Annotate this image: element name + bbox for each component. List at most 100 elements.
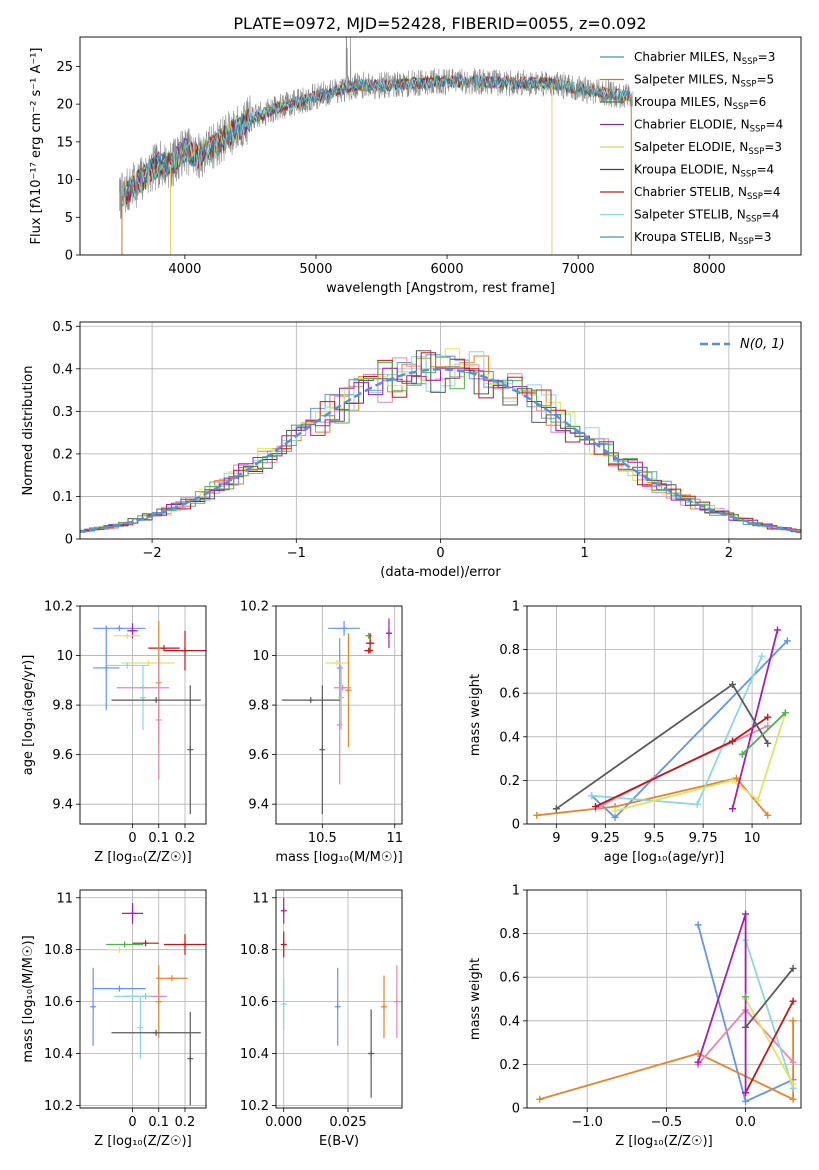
point-marker xyxy=(124,662,131,669)
legend-name: Salpeter MILES, N xyxy=(634,73,741,87)
tick-label-y: 9.4 xyxy=(52,798,73,813)
tick-label-x: −1.0 xyxy=(571,1115,603,1130)
series-line xyxy=(614,712,787,812)
series-marker xyxy=(742,910,750,918)
y-axis-label: age [log₁₀(age/yr)] xyxy=(21,655,36,776)
tick-label-x: 10 xyxy=(744,831,761,846)
axes-frame xyxy=(526,605,802,825)
plot-area xyxy=(527,606,801,824)
point-marker xyxy=(187,746,194,753)
series-line xyxy=(744,998,794,1085)
point-marker xyxy=(153,1029,160,1036)
data-point xyxy=(164,630,206,671)
tick-label-x: 2 xyxy=(725,546,733,561)
data-point xyxy=(393,965,400,1038)
data-point xyxy=(280,931,287,958)
tick-label-y: 0.2 xyxy=(499,1058,520,1073)
data-point xyxy=(187,1011,194,1106)
tick-label-y: 10.2 xyxy=(44,1099,73,1114)
tick-label-y: 10.6 xyxy=(44,995,73,1010)
series-marker xyxy=(729,737,736,745)
y-axis-label: mass [log₁₀(M/M☉)] xyxy=(21,935,36,1062)
point-marker xyxy=(381,1003,387,1010)
tick-label-y: 9.4 xyxy=(248,798,269,813)
tick-label-x: 8000 xyxy=(693,262,726,277)
series-marker xyxy=(774,626,782,634)
data-point xyxy=(137,996,144,1059)
series-marker xyxy=(611,813,619,821)
series-marker xyxy=(783,637,791,645)
tick-label-x: 9 xyxy=(552,831,560,846)
legend-label: Salpeter MILES, NSSP=5 xyxy=(634,73,774,90)
point-marker xyxy=(168,975,175,982)
point-marker xyxy=(137,1024,144,1031)
series-marker xyxy=(693,800,701,808)
data-point xyxy=(365,632,372,639)
tick-label-y: 9.8 xyxy=(52,699,73,714)
legend-name: Kroupa ELODIE, N xyxy=(634,163,741,177)
tick-label-x: −1 xyxy=(287,546,306,561)
legend-sub: SSP xyxy=(742,57,758,67)
series-marker xyxy=(789,964,797,972)
data-point xyxy=(106,941,143,948)
data-point xyxy=(368,1009,375,1098)
tick-label-y: 10.2 xyxy=(240,1099,269,1114)
tick-label-y: 10 xyxy=(252,649,269,664)
tick-label-x: 0.2 xyxy=(175,831,196,846)
tick-label-x: 0.2 xyxy=(175,1115,196,1130)
series-marker xyxy=(694,1058,702,1066)
legend-sub: SSP xyxy=(738,237,754,247)
x-axis-label: Z [log₁₀(Z/Z☉)] xyxy=(94,850,191,865)
series-marker xyxy=(729,805,736,813)
legend-label: Kroupa ELODIE, NSSP=4 xyxy=(634,163,774,180)
tick-label-x: −0.5 xyxy=(651,1115,683,1130)
series-line xyxy=(744,1000,794,1094)
axes-frame xyxy=(275,889,403,1109)
y-axis-label: mass weight xyxy=(468,674,483,756)
point-marker xyxy=(368,1050,375,1057)
series-line xyxy=(555,683,769,810)
series-marker xyxy=(729,680,736,688)
tick-label-x: 6000 xyxy=(431,262,464,277)
series-marker xyxy=(592,803,599,811)
legend-suffix: =3 xyxy=(758,50,776,64)
tick-label-y: 0 xyxy=(65,533,73,548)
tick-label-x: 9.75 xyxy=(689,831,718,846)
data-point xyxy=(338,665,345,730)
point-marker xyxy=(365,632,372,639)
data-point xyxy=(164,934,206,955)
data-point xyxy=(364,647,374,654)
panel-mass-vs-ebv: 0.000 0.025 10.2 10.4 10.6 10.8 11 E(B-V) xyxy=(240,889,403,1149)
data-point xyxy=(281,697,340,704)
tick-label-y: 9.8 xyxy=(248,699,269,714)
data-point xyxy=(155,965,162,1038)
panel-age-vs-mass: 10.5 11 9.4 9.6 9.8 10 10.2 mass [log₁₀(M/M☉)] xyxy=(240,600,403,866)
model-spectrum xyxy=(121,74,552,207)
legend-sub: SSP xyxy=(741,170,757,180)
panel-spectrum: 4000 5000 6000 7000 8000 0 5 10 15 20 25 Chabrier M… xyxy=(29,36,802,296)
data-point xyxy=(365,633,375,654)
point-marker xyxy=(129,910,136,917)
tick-label-y: 10.4 xyxy=(44,1047,73,1062)
legend-label: Kroupa MILES, NSSP=6 xyxy=(634,95,766,112)
point-marker xyxy=(365,647,372,654)
point-marker xyxy=(155,716,162,723)
panel-age-vs-Z: 0 0.1 0.2 9.4 9.6 9.8 10 10.2 Z [log₁₀(Z/Z☉)] age… xyxy=(21,600,207,865)
tick-label-y: 0.4 xyxy=(499,1014,520,1029)
data-point xyxy=(155,660,162,780)
point-marker xyxy=(334,1003,341,1010)
histogram-9 xyxy=(80,356,801,532)
tick-label-y: 10.8 xyxy=(240,943,269,958)
point-marker xyxy=(116,985,123,992)
tick-label-y: 20 xyxy=(56,98,73,113)
point-marker xyxy=(155,998,162,1005)
series-marker xyxy=(742,1097,750,1105)
data-point xyxy=(381,975,387,1038)
data-point xyxy=(280,897,287,924)
data-point xyxy=(140,665,146,730)
tick-label-y: 0.1 xyxy=(52,490,73,505)
point-marker xyxy=(367,640,374,647)
series-line xyxy=(744,939,794,1089)
legend-name: Chabrier STELIB, N xyxy=(634,185,747,199)
